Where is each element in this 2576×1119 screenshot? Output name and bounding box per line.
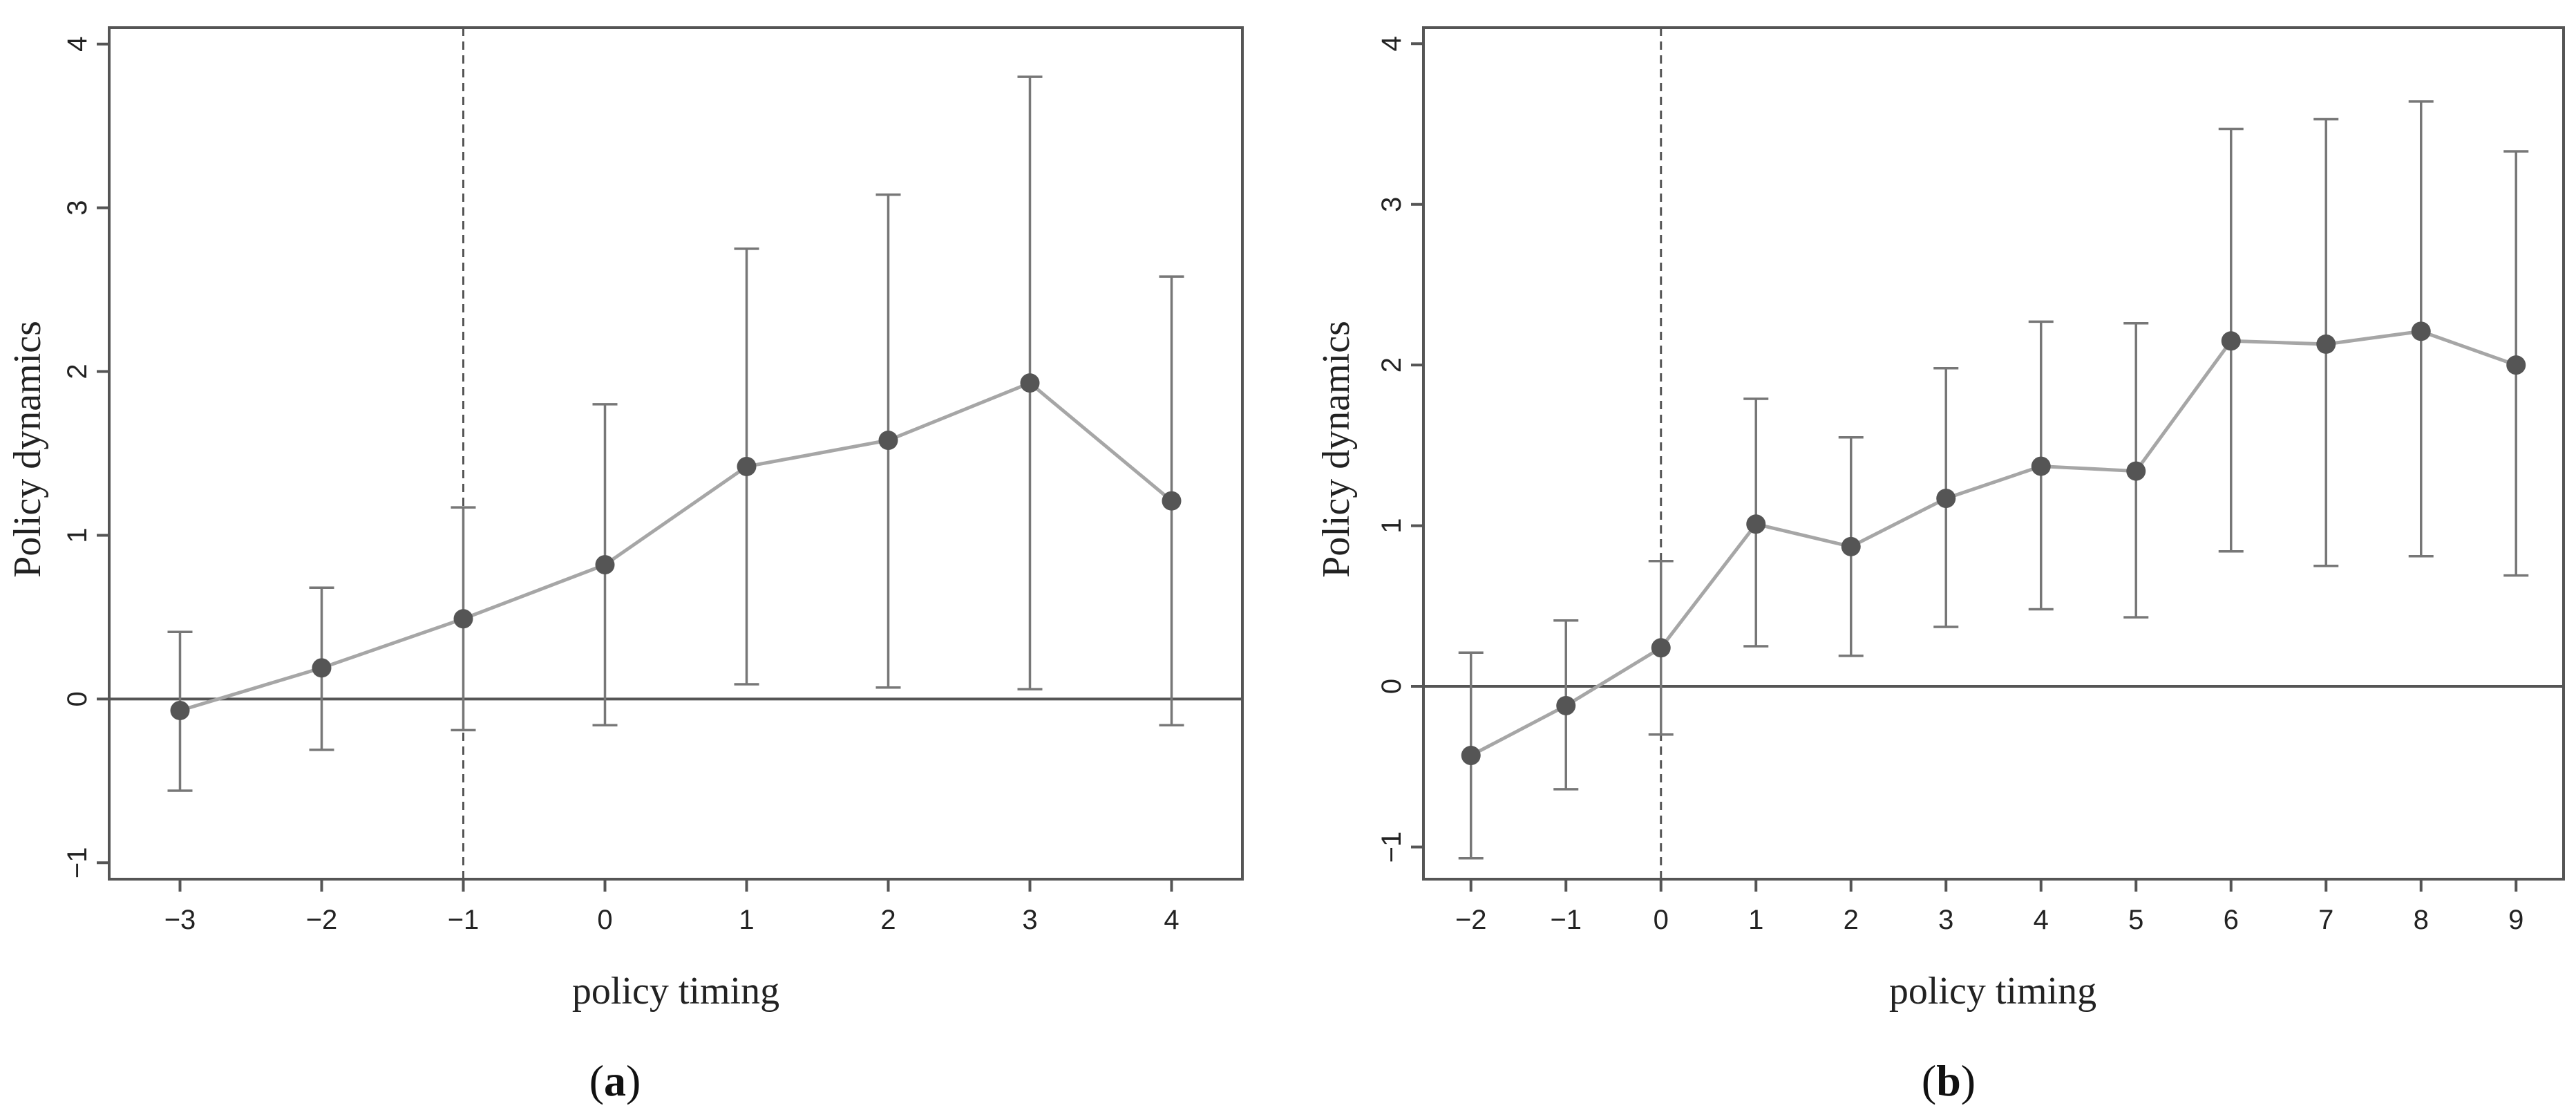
x-tick-label: 2 — [1844, 905, 1859, 935]
x-tick-label: −1 — [1550, 905, 1582, 935]
data-point — [1746, 514, 1766, 534]
y-tick-label: 3 — [1376, 197, 1407, 212]
caption-open-paren: ( — [589, 1056, 604, 1105]
y-tick-label: 1 — [62, 527, 93, 543]
x-tick-label: 0 — [1654, 905, 1669, 935]
y-tick-label: −1 — [62, 847, 93, 879]
y-tick-label: 3 — [62, 200, 93, 215]
data-point — [2506, 355, 2526, 375]
y-tick-label: 2 — [62, 364, 93, 379]
x-tick-label: 3 — [1022, 905, 1037, 935]
data-point — [2031, 456, 2051, 476]
data-point — [2411, 321, 2431, 341]
plot-frame — [108, 26, 1244, 881]
panel-caption: (b) — [1922, 1056, 1976, 1105]
x-tick-label: 7 — [2318, 905, 2333, 935]
chart-panel-a: −1 0 1 2 3 4 −3 −2 −1 0 1 2 3 4 policy timing Policy dy… — [6, 26, 1244, 1105]
x-tick-label: 1 — [739, 905, 754, 935]
y-tick-label: 0 — [1376, 679, 1407, 694]
data-point — [2316, 334, 2336, 354]
y-tick-label: −1 — [1376, 831, 1407, 863]
data-point — [2126, 461, 2146, 481]
x-tick-label: 4 — [2034, 905, 2049, 935]
data-point — [737, 456, 757, 476]
data-point — [1461, 746, 1481, 766]
plot-frame — [1422, 26, 2565, 881]
x-tick-label: 2 — [880, 905, 896, 935]
x-tick-label: 8 — [2414, 905, 2429, 935]
x-axis-title: policy timing — [572, 970, 779, 1013]
caption-letter: b — [1936, 1056, 1961, 1105]
x-tick-label: 6 — [2224, 905, 2239, 935]
caption-letter: a — [604, 1056, 626, 1105]
data-point — [1936, 489, 1956, 509]
y-axis-title: Policy dynamics — [1315, 321, 1358, 578]
series-line — [179, 381, 1173, 713]
x-tick-label: −1 — [448, 905, 480, 935]
data-point — [453, 609, 473, 629]
x-tick-label: 9 — [2508, 905, 2523, 935]
x-tick-label: −3 — [164, 905, 196, 935]
chart-panel-b: −1 0 1 2 3 4 −2 −1 0 1 2 3 4 5 6 7 8 9 policy timing Policy… — [1315, 26, 2565, 1105]
data-point — [170, 700, 190, 720]
data-point — [878, 431, 898, 451]
x-tick-label: 0 — [597, 905, 612, 935]
caption-open-paren: ( — [1922, 1056, 1936, 1105]
caption-close-paren: ) — [1961, 1056, 1976, 1105]
y-tick-label: 0 — [62, 691, 93, 706]
x-tick-label: −2 — [306, 905, 338, 935]
x-tick-label: 1 — [1748, 905, 1763, 935]
panel-caption: (a) — [589, 1056, 641, 1105]
y-tick-label: 4 — [62, 37, 93, 52]
data-point — [1020, 373, 1040, 393]
y-tick-label: 2 — [1376, 357, 1407, 373]
data-point — [1556, 695, 1576, 715]
data-point — [2221, 331, 2241, 351]
y-tick-label: 4 — [1376, 36, 1407, 51]
caption-close-paren: ) — [626, 1056, 641, 1105]
x-tick-label: 3 — [1938, 905, 1953, 935]
y-axis-title: Policy dynamics — [6, 321, 49, 578]
data-point — [312, 658, 332, 678]
data-point — [595, 555, 615, 575]
data-point — [1162, 491, 1182, 511]
x-tick-label: −2 — [1455, 905, 1487, 935]
x-axis-title: policy timing — [1889, 970, 2096, 1013]
data-point — [1841, 536, 1861, 556]
data-point — [1651, 638, 1671, 658]
x-tick-label: 5 — [2128, 905, 2143, 935]
y-tick-label: 1 — [1376, 518, 1407, 533]
series-line — [1470, 329, 2517, 758]
x-tick-label: 4 — [1164, 905, 1179, 935]
